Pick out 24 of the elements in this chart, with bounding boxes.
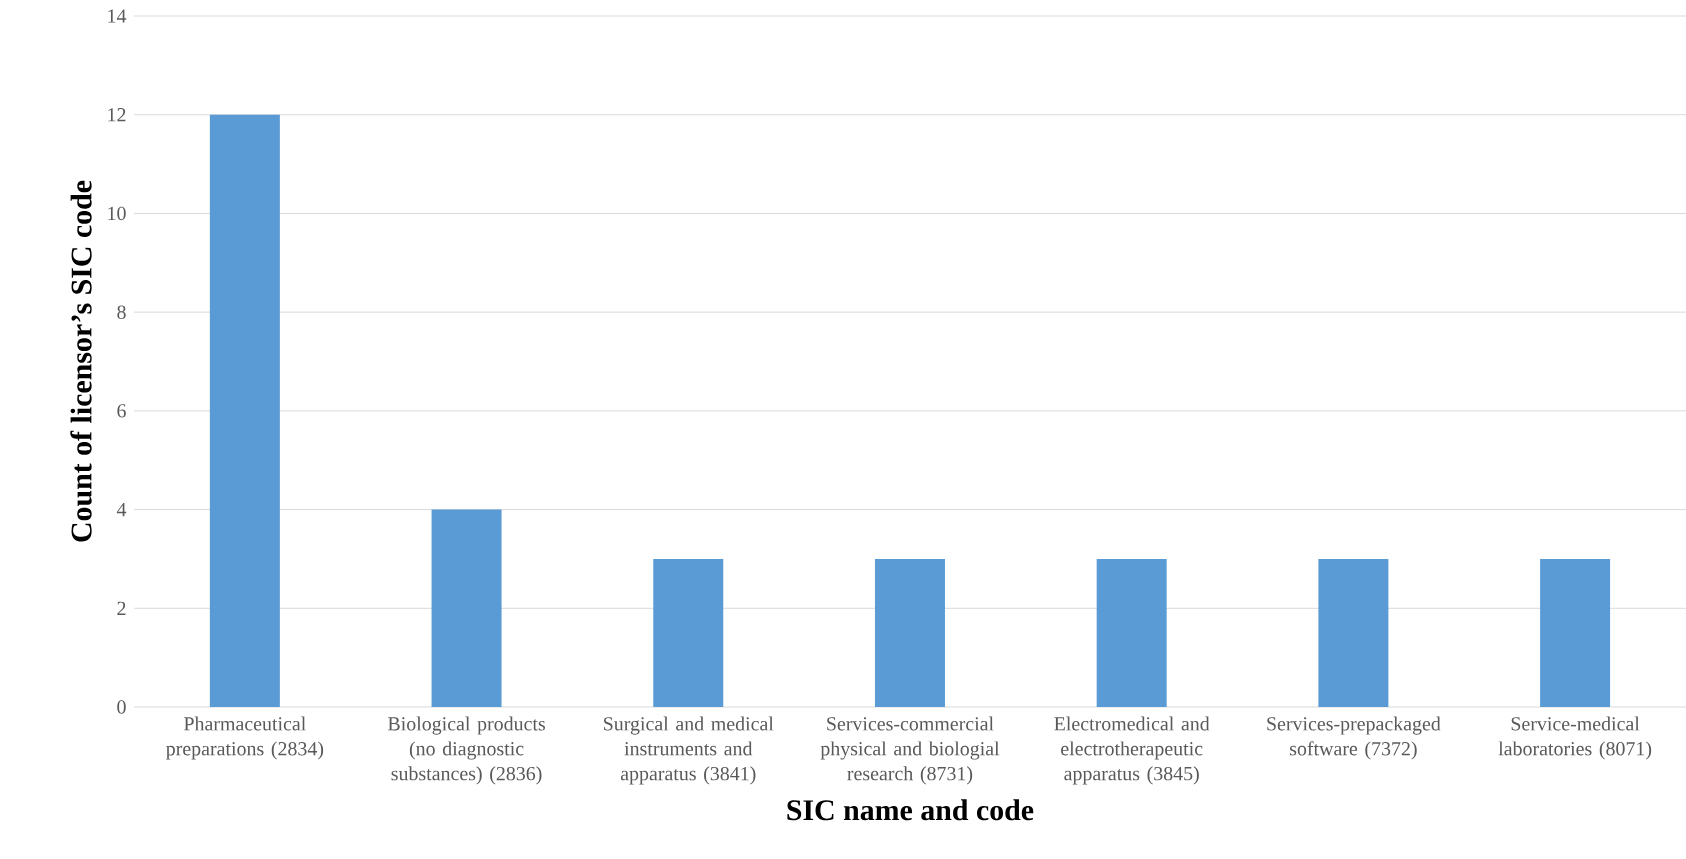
bar: [653, 558, 724, 707]
y-tick-label: 8: [117, 305, 126, 319]
bar: [1318, 558, 1389, 707]
bar: [209, 114, 280, 707]
x-tick-label: Services-prepackaged software (7372): [1267, 716, 1441, 760]
x-tick-label: Biological products (no diagnostic substances) (2836): [388, 716, 545, 785]
y-tick-label: 6: [117, 404, 126, 418]
y-tick-label: 12: [108, 108, 126, 122]
bar: [1096, 558, 1167, 707]
x-tick-label: Surgical and medical instruments and apparatus (3841): [604, 716, 774, 785]
y-tick-label: 4: [116, 503, 127, 517]
x-axis-title: SIC name and code: [787, 799, 1034, 821]
y-tick-label: 14: [108, 9, 127, 23]
bar: [874, 558, 945, 707]
bar: [431, 509, 502, 707]
y-tick-label: 0: [117, 700, 126, 714]
y-axis-title: Count of licensor’s SIC code: [70, 180, 92, 542]
x-tick-label: Service-medical laboratories (8071): [1498, 716, 1652, 760]
bar: [1540, 558, 1611, 707]
x-tick-label: Electromedical and electrotherapeutic apparatus (3845): [1054, 716, 1210, 785]
y-tick-label: 10: [108, 206, 126, 221]
x-tick-label: Services-commercial physical and biologial research (8731): [820, 716, 1000, 785]
y-tick-label: 2: [117, 601, 126, 615]
x-tick-label: Pharmaceutical preparations (2834): [166, 716, 324, 760]
